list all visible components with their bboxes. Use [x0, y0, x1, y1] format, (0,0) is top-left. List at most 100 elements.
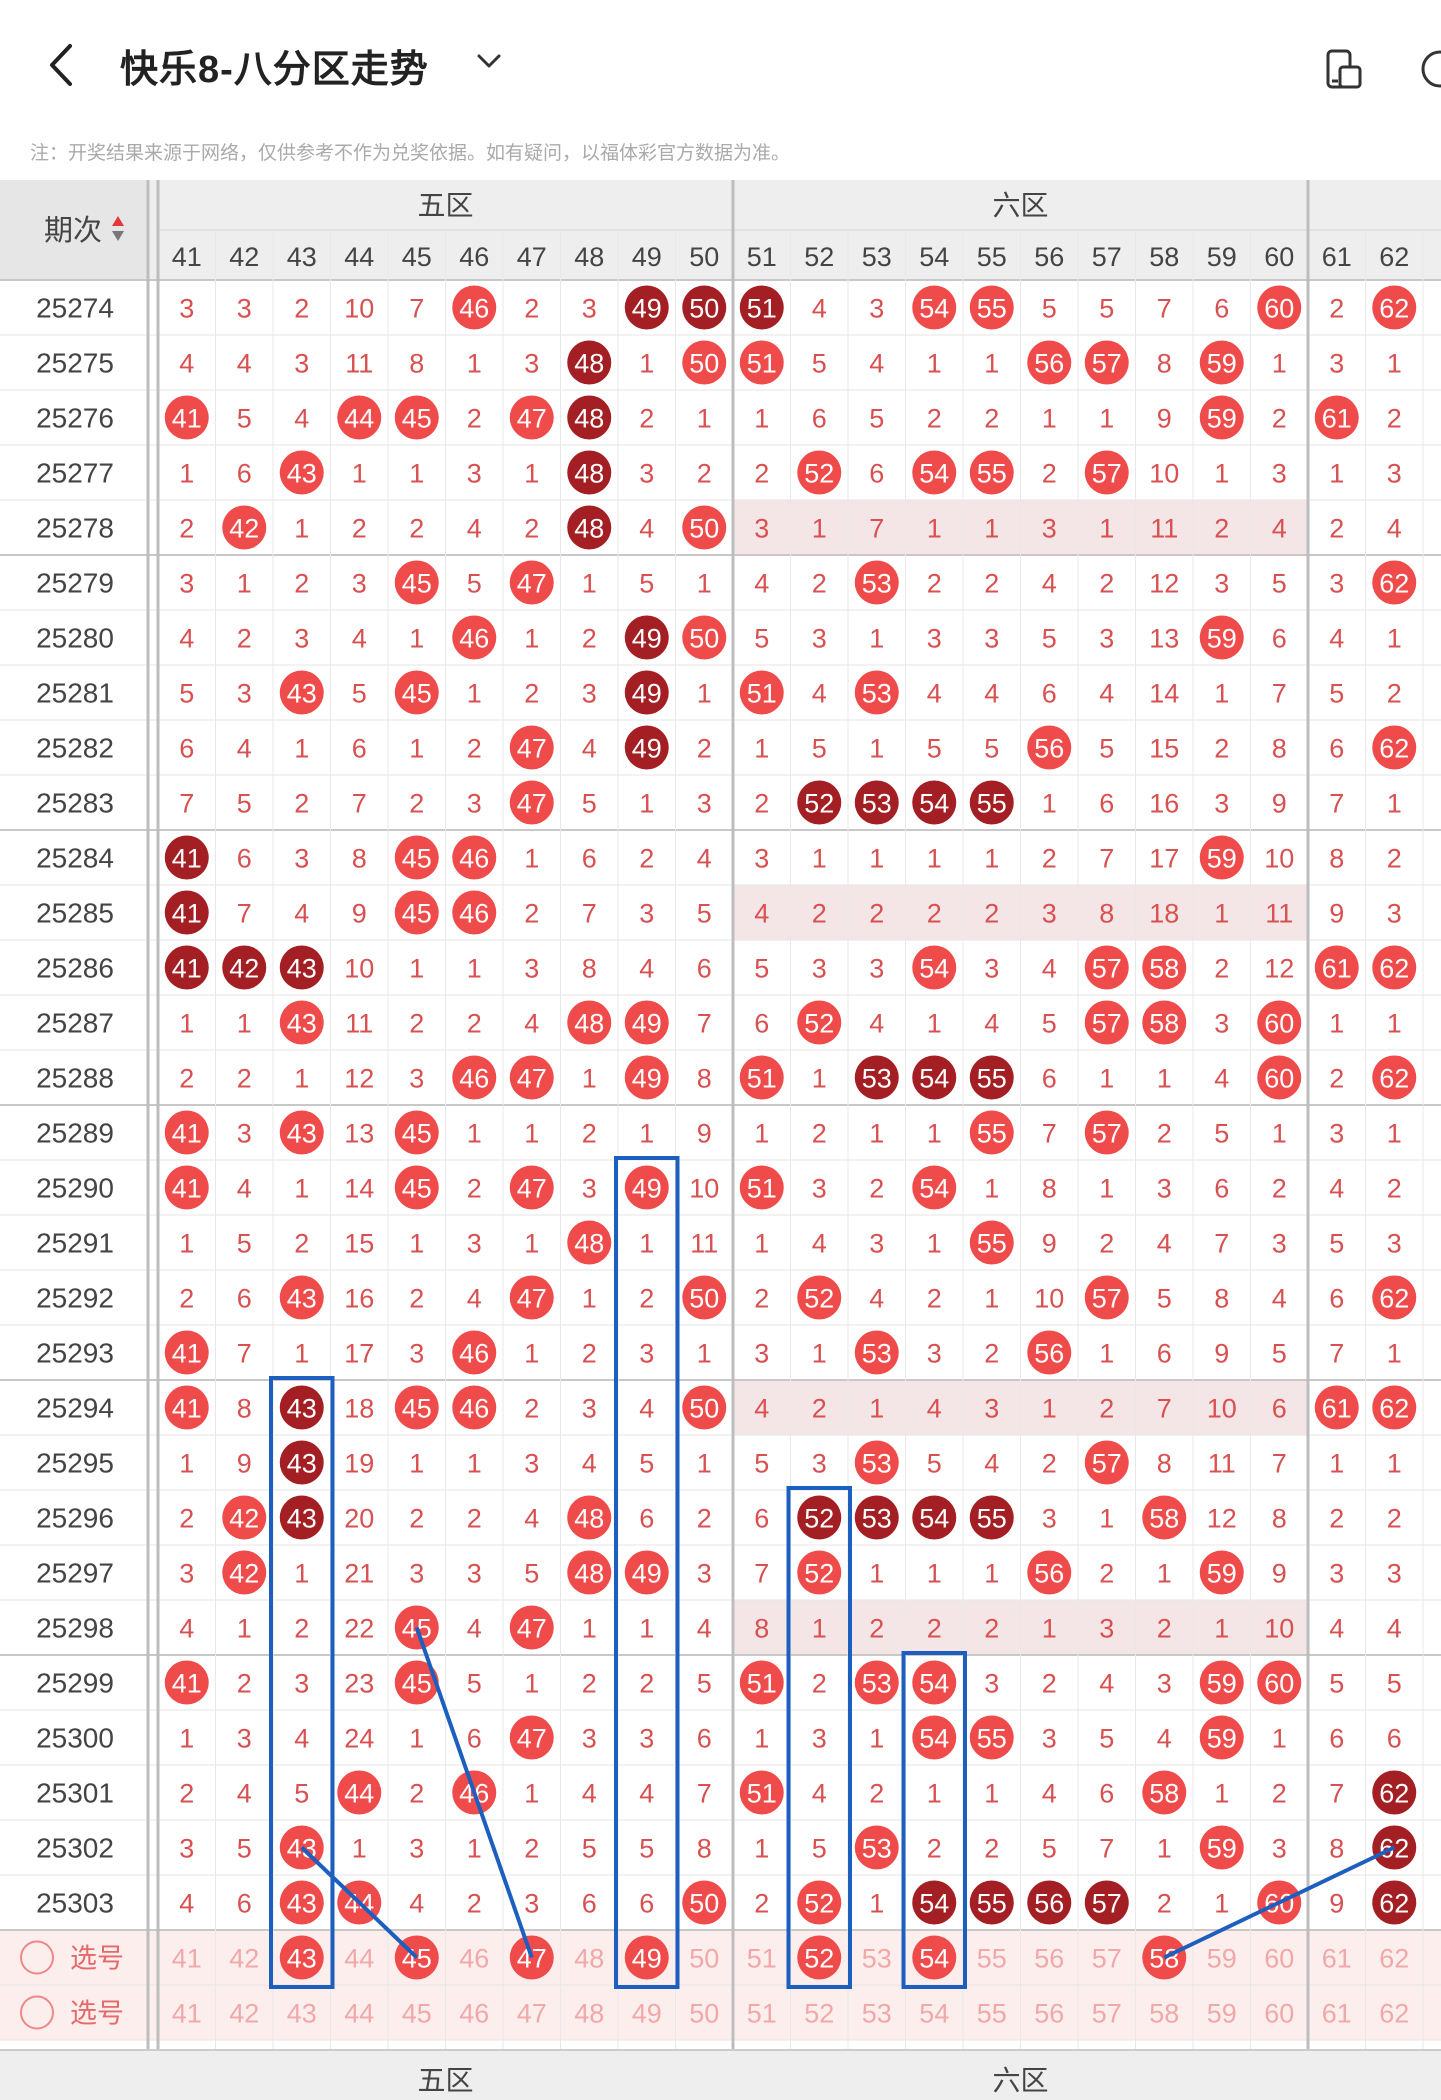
help-icon[interactable] — [1418, 47, 1441, 91]
select-number[interactable]: 46 — [459, 1944, 489, 1974]
select-number[interactable]: 62 — [1379, 1944, 1409, 1974]
hit-ball: 49 — [624, 285, 669, 330]
select-number[interactable]: 55 — [977, 1944, 1007, 1974]
ball-number: 47 — [517, 1724, 547, 1754]
ball-number: 61 — [1322, 1394, 1352, 1424]
miss-count: 6 — [582, 844, 597, 874]
ball-number: 47 — [517, 1944, 547, 1974]
select-number[interactable]: 41 — [172, 1944, 202, 1974]
miss-count: 3 — [409, 1559, 424, 1589]
select-number[interactable]: 42 — [229, 1999, 259, 2029]
hit-ball: 47 — [509, 780, 554, 825]
select-number[interactable]: 47 — [517, 1999, 547, 2029]
miss-count: 6 — [1329, 734, 1344, 764]
miss-count: 5 — [1099, 734, 1114, 764]
hit-ball: 50 — [682, 505, 727, 550]
column-header: 51 — [747, 242, 777, 272]
chevron-left-icon[interactable] — [40, 40, 84, 90]
sort-icon[interactable] — [112, 216, 124, 241]
miss-count: 4 — [1099, 1669, 1114, 1699]
miss-count: 3 — [237, 294, 252, 324]
period-cell: 25301 — [36, 1778, 114, 1809]
hit-ball: 49 — [624, 615, 669, 660]
hit-ball: 49 — [624, 1165, 669, 1210]
select-number[interactable]: 43 — [287, 1999, 317, 2029]
select-number[interactable]: 57 — [1092, 1999, 1122, 2029]
miss-count: 9 — [1214, 1339, 1229, 1369]
select-number[interactable]: 56 — [1034, 1999, 1064, 2029]
select-number[interactable]: 58 — [1149, 1999, 1179, 2029]
miss-count: 9 — [1272, 1559, 1287, 1589]
miss-count: 11 — [1208, 1449, 1236, 1479]
miss-count: 2 — [984, 1614, 999, 1644]
ball-number: 41 — [172, 899, 202, 929]
select-number[interactable]: 57 — [1092, 1944, 1122, 1974]
miss-count: 4 — [1214, 1064, 1229, 1094]
selected-ball[interactable]: 43 — [279, 1935, 324, 1980]
select-number[interactable]: 50 — [689, 1944, 719, 1974]
select-number[interactable]: 61 — [1322, 1999, 1352, 2029]
hit-ball: 49 — [624, 1000, 669, 1045]
miss-count: 14 — [344, 1174, 374, 1204]
selected-ball[interactable]: 49 — [624, 1935, 669, 1980]
select-number[interactable]: 53 — [862, 1944, 892, 1974]
select-number[interactable]: 41 — [172, 1999, 202, 2029]
miss-count: 3 — [582, 294, 597, 324]
select-number[interactable]: 60 — [1264, 1999, 1294, 2029]
select-number[interactable]: 44 — [344, 1944, 374, 1974]
select-number[interactable]: 59 — [1207, 1999, 1237, 2029]
select-number[interactable]: 51 — [747, 1944, 777, 1974]
annotation-box — [614, 1156, 680, 1989]
selected-ball[interactable]: 52 — [797, 1935, 842, 1980]
miss-count: 3 — [237, 1119, 252, 1149]
select-number[interactable]: 59 — [1207, 1944, 1237, 1974]
select-number[interactable]: 56 — [1034, 1944, 1064, 1974]
select-number[interactable]: 42 — [229, 1944, 259, 1974]
hit-ball: 62 — [1372, 1055, 1417, 1100]
hit-ball: 52 — [797, 1550, 842, 1595]
miss-count: 2 — [812, 1394, 827, 1424]
device-icon[interactable] — [1322, 47, 1366, 91]
select-number[interactable]: 48 — [574, 1944, 604, 1974]
select-number[interactable]: 61 — [1322, 1944, 1352, 1974]
miss-count: 3 — [1099, 1614, 1114, 1644]
hit-ball: 46 — [452, 615, 497, 660]
miss-count: 1 — [582, 569, 597, 599]
miss-count: 1 — [927, 1009, 942, 1039]
select-number[interactable]: 55 — [977, 1999, 1007, 2029]
miss-count: 8 — [582, 954, 597, 984]
miss-count: 3 — [409, 1834, 424, 1864]
miss-count: 3 — [927, 624, 942, 654]
hit-ball: 41 — [164, 1660, 209, 1705]
annotation-line — [414, 1626, 534, 1959]
select-number[interactable]: 54 — [919, 1999, 949, 2029]
select-number[interactable]: 52 — [804, 1999, 834, 2029]
select-number[interactable]: 44 — [344, 1999, 374, 2029]
select-number[interactable]: 62 — [1379, 1999, 1409, 2029]
miss-count: 2 — [467, 1174, 482, 1204]
radio-icon[interactable] — [20, 1940, 54, 1975]
miss-count: 4 — [1329, 1174, 1344, 1204]
select-number[interactable]: 50 — [689, 1999, 719, 2029]
hit-ball: 45 — [394, 890, 439, 935]
hit-ball: 49 — [624, 1550, 669, 1595]
miss-count: 12 — [1207, 1504, 1237, 1534]
miss-count: 3 — [467, 1229, 482, 1259]
miss-count: 8 — [352, 844, 367, 874]
select-number[interactable]: 60 — [1264, 1944, 1294, 1974]
miss-count: 7 — [409, 294, 424, 324]
miss-count: 1 — [812, 1614, 827, 1644]
select-number[interactable]: 51 — [747, 1999, 777, 2029]
chevron-down-icon[interactable] — [474, 46, 504, 76]
selected-ball[interactable]: 54 — [912, 1935, 957, 1980]
ball-number: 48 — [574, 404, 604, 434]
select-number[interactable]: 45 — [402, 1999, 432, 2029]
select-number[interactable]: 53 — [862, 1999, 892, 2029]
select-number[interactable]: 49 — [632, 1999, 662, 2029]
miss-count: 1 — [1157, 1559, 1172, 1589]
radio-icon[interactable] — [20, 1995, 54, 2030]
miss-count: 9 — [352, 899, 367, 929]
select-number[interactable]: 48 — [574, 1999, 604, 2029]
select-number[interactable]: 46 — [459, 1999, 489, 2029]
